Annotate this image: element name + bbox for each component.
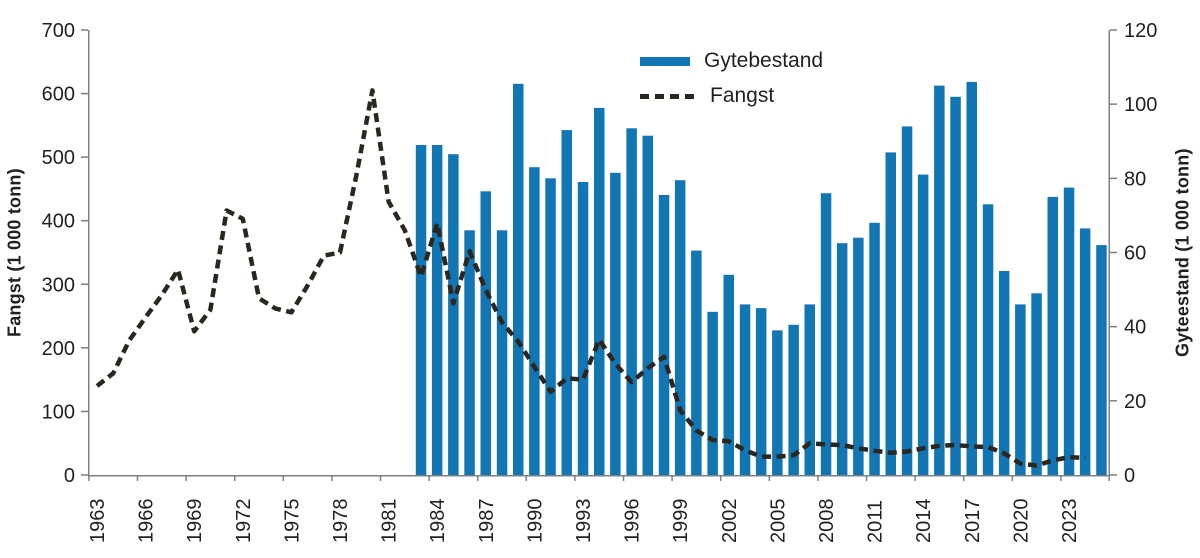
bar-2016 (950, 96, 961, 476)
x-tick-label-1987: 1987 (476, 499, 498, 544)
x-tick-label-2020: 2020 (1010, 499, 1032, 544)
bar-1993 (577, 182, 589, 475)
x-tick-label-1984: 1984 (427, 499, 449, 544)
bar-2020 (1015, 304, 1026, 475)
x-tick-label-2005: 2005 (767, 499, 789, 544)
bar-1987 (480, 191, 491, 476)
left-tick-label-100: 100 (42, 401, 75, 423)
bar-1986 (464, 230, 475, 476)
bar-2018 (982, 204, 994, 476)
x-tick-label-2008: 2008 (816, 499, 838, 544)
x-tick-label-1972: 1972 (233, 499, 255, 544)
left-tick-label-200: 200 (42, 338, 75, 360)
bar-2017 (966, 81, 977, 476)
bar-2010 (853, 237, 864, 475)
right-tick-label-120: 120 (1124, 20, 1157, 42)
bar-2015 (934, 85, 945, 475)
bar-2023 (1063, 187, 1075, 475)
bar-2005 (772, 330, 783, 475)
bar-2002 (723, 274, 734, 476)
right-tick-label-80: 80 (1124, 168, 1146, 190)
x-tick-label-2002: 2002 (719, 499, 741, 544)
x-tick-label-1990: 1990 (524, 499, 546, 544)
bar-2000 (691, 250, 702, 475)
bar-2019 (998, 271, 1010, 475)
legend-label: Gytebestand (704, 49, 824, 72)
bar-1991 (545, 178, 556, 476)
right-tick-label-60: 60 (1124, 243, 1146, 265)
right-tick-label-40: 40 (1124, 317, 1146, 339)
x-tick-label-1996: 1996 (622, 499, 644, 544)
axes-group: 0 100 200 300 400 500 600 700 0 20 40 60 80 100 120 196… (42, 20, 1158, 543)
left-tick-label-500: 500 (42, 147, 75, 169)
x-tick-label-1993: 1993 (573, 499, 595, 544)
legend-label: Fangst (710, 84, 775, 107)
bar-1996 (626, 128, 637, 476)
bar-2003 (739, 304, 751, 475)
bar-2011 (869, 222, 880, 475)
right-tick-label-0: 0 (1124, 465, 1135, 487)
bar-2001 (707, 311, 718, 475)
left-tick-label-400: 400 (42, 211, 75, 233)
bar-2013 (901, 126, 913, 476)
x-tick-label-2017: 2017 (962, 499, 984, 544)
bar-1994 (594, 107, 605, 476)
x-tick-label-2023: 2023 (1059, 499, 1081, 544)
bar-2007 (804, 304, 815, 475)
x-tick-label-1978: 1978 (330, 499, 352, 544)
legend-item-fangst: Fangst (640, 84, 774, 108)
bar-2009 (836, 243, 848, 475)
bar-1997 (642, 135, 653, 475)
bar-2012 (885, 152, 896, 475)
bar-2025 (1096, 245, 1107, 475)
fangst-line (95, 88, 1086, 468)
bar-2022 (1047, 196, 1058, 475)
x-tick-label-1969: 1969 (184, 499, 206, 544)
bar-1999 (674, 180, 686, 475)
x-tick-label-1981: 1981 (379, 499, 401, 544)
bar-2008 (820, 193, 832, 475)
bar-1989 (513, 83, 524, 476)
left-tick-label-700: 700 (42, 20, 75, 42)
bar-1983 (415, 145, 427, 475)
bar-1985 (448, 154, 459, 475)
bar-1998 (658, 195, 670, 475)
left-tick-label-0: 0 (64, 465, 75, 487)
right-tick-label-20: 20 (1124, 391, 1146, 413)
x-tick-label-2014: 2014 (913, 499, 935, 544)
bar-2021 (1031, 293, 1042, 475)
left-tick-label-300: 300 (42, 274, 75, 296)
x-tick-label-1975: 1975 (281, 499, 303, 544)
left-tick-label-600: 600 (42, 84, 75, 106)
bar-1984 (431, 145, 443, 475)
x-tick-label-2011: 2011 (865, 500, 887, 543)
legend-item-gytebestand: Gytebestand (640, 49, 823, 73)
bar-2006 (788, 324, 799, 475)
dashed-line-swatch-icon (640, 93, 696, 99)
bar-1988 (496, 230, 508, 476)
bars-group (415, 81, 1107, 476)
bar-2004 (755, 308, 767, 475)
bar-1995 (610, 172, 621, 476)
bar-swatch-icon (640, 56, 690, 66)
x-tick-label-1963: 1963 (87, 499, 109, 544)
bar-1990 (529, 167, 540, 475)
x-tick-label-1999: 1999 (670, 499, 692, 544)
left-axis-title: Fangst (1 000 tonn) (4, 168, 25, 337)
right-axis-title: Gyteestand (1 000 tonn) (1172, 148, 1193, 357)
right-tick-label-100: 100 (1124, 94, 1157, 116)
fangst-line-group (95, 88, 1086, 468)
bar-2024 (1079, 228, 1091, 475)
bar-2014 (917, 174, 929, 475)
x-tick-label-1966: 1966 (136, 499, 158, 544)
bar-1992 (561, 130, 572, 475)
